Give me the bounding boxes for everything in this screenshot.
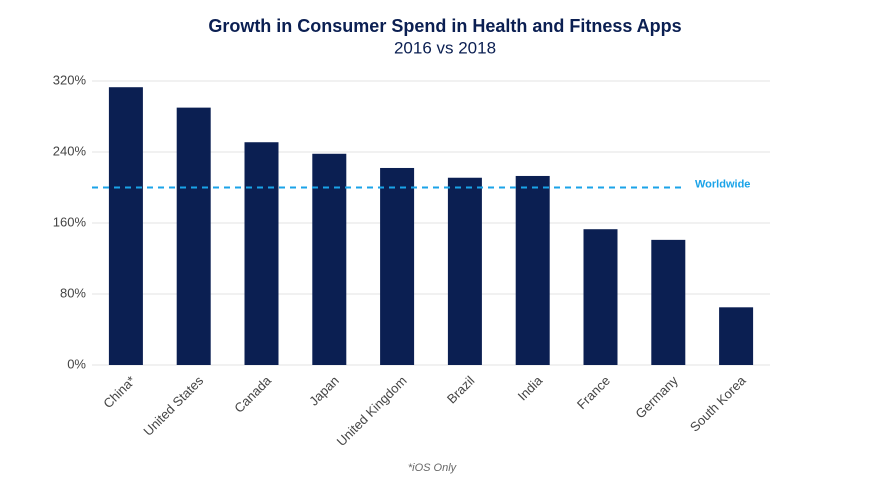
x-tick-label: Canada <box>231 372 274 415</box>
x-tick-label: United Kingdom <box>334 373 410 449</box>
x-tick-label: United States <box>140 373 206 439</box>
bar <box>447 177 482 365</box>
x-tick-label: Brazil <box>444 373 478 407</box>
y-tick-label: 0% <box>67 356 86 371</box>
bar <box>515 175 550 365</box>
bar <box>108 87 143 366</box>
bar <box>312 153 347 365</box>
x-tick-label: Japan <box>306 373 342 409</box>
chart-subtitle: 2016 vs 2018 <box>394 38 496 57</box>
bar <box>651 239 686 365</box>
chart-title: Growth in Consumer Spend in Health and F… <box>208 16 681 36</box>
bar <box>380 167 415 365</box>
bar <box>176 107 211 365</box>
reference-label: Worldwide <box>695 178 750 190</box>
x-tick-label: South Korea <box>687 372 749 434</box>
x-tick-label: Germany <box>632 373 681 422</box>
y-tick-label: 320% <box>53 72 87 87</box>
y-tick-label: 240% <box>53 143 87 158</box>
x-tick-label: China* <box>100 373 138 411</box>
x-tick-label: France <box>574 373 613 412</box>
bar <box>719 307 754 365</box>
footnote: *iOS Only <box>408 462 458 474</box>
x-tick-label: India <box>515 372 546 403</box>
y-tick-label: 160% <box>53 214 87 229</box>
y-tick-label: 80% <box>60 285 86 300</box>
bar <box>244 142 279 365</box>
bar <box>583 229 618 365</box>
